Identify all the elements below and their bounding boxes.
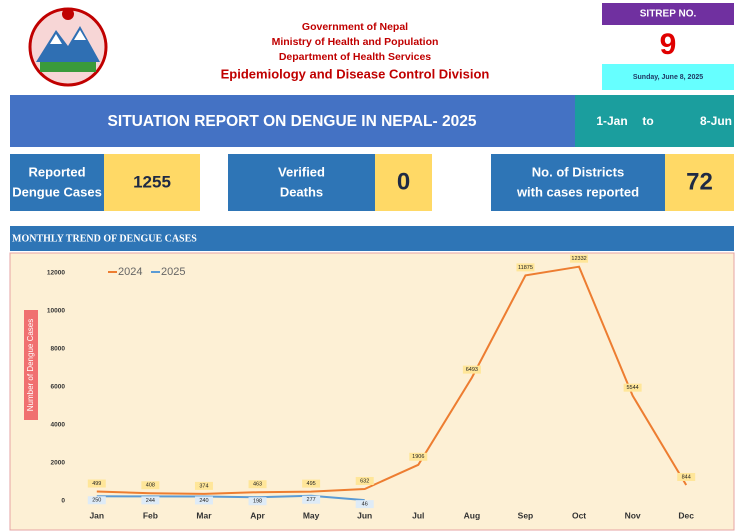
card-label: Dengue Cases	[12, 184, 102, 199]
x-tick-label: Jul	[412, 510, 424, 520]
sitrep-number: 9	[660, 28, 677, 61]
legend-label: 2024	[118, 266, 142, 278]
sitrep-label: SITREP NO.	[640, 9, 697, 20]
x-tick-label: Feb	[143, 510, 158, 520]
card-value: 1255	[133, 172, 171, 191]
data-label-box	[87, 479, 106, 488]
x-tick-label: Apr	[250, 510, 265, 520]
card-label: with cases reported	[516, 184, 639, 199]
data-label: 6493	[466, 367, 478, 373]
y-tick-label: 0	[61, 498, 65, 505]
x-tick-label: Jan	[89, 510, 104, 520]
data-label-box	[677, 472, 696, 481]
x-tick-label: Aug	[464, 510, 481, 520]
data-label: 244	[146, 498, 155, 504]
data-label: 5544	[627, 385, 639, 391]
data-label-box	[623, 383, 642, 392]
card-label-box	[491, 154, 665, 211]
data-label-box	[87, 496, 106, 505]
date-box	[602, 64, 734, 90]
y-tick-label: 8000	[51, 346, 66, 353]
y-tick-label: 12000	[47, 270, 65, 277]
banner-title: SITUATION REPORT ON DENGUE IN NEPAL- 202…	[108, 113, 477, 130]
data-label: 495	[307, 481, 316, 487]
legend-label: 2025	[161, 266, 185, 278]
data-label: 408	[146, 483, 155, 489]
y-tick-label: 10000	[47, 308, 65, 315]
x-tick-label: Nov	[625, 510, 641, 520]
date-to: 8-Jun	[700, 114, 732, 128]
data-label-box	[409, 452, 428, 461]
data-label: 499	[92, 481, 101, 487]
emblem	[28, 7, 108, 87]
x-tick-label: Dec	[678, 510, 694, 520]
data-label: 374	[199, 483, 208, 489]
data-label-box	[141, 481, 160, 490]
x-tick-label: May	[303, 510, 320, 520]
data-label: 46	[362, 502, 368, 508]
data-label: 240	[199, 498, 208, 504]
data-label: 250	[92, 498, 101, 504]
y-tick-label: 6000	[51, 384, 66, 391]
section-header	[10, 226, 734, 251]
y-tick-label: 4000	[51, 422, 66, 429]
series-line	[96, 265, 688, 495]
card-label: Reported	[28, 164, 85, 179]
card-value: 0	[397, 168, 410, 195]
y-label-box	[24, 310, 38, 420]
card-label: Deaths	[280, 184, 323, 199]
data-label: 198	[253, 499, 262, 505]
x-tick-label: Sep	[518, 510, 534, 520]
data-label: 277	[307, 497, 316, 503]
data-label: 11875	[518, 265, 533, 271]
data-label-box	[516, 263, 535, 272]
data-label: 632	[360, 478, 369, 484]
card-value: 72	[686, 168, 713, 195]
date-range-box	[575, 95, 734, 147]
card-label-box	[228, 154, 375, 211]
data-label-box	[570, 254, 589, 263]
section-title: MONTHLY TREND OF DENGUE CASES	[12, 233, 197, 244]
header-line: Government of Nepal	[302, 21, 408, 33]
header-line: Ministry of Health and Population	[272, 36, 439, 48]
data-label-box	[248, 497, 267, 506]
y-axis-label: Number of Dengue Cases	[26, 319, 35, 412]
x-tick-label: Jun	[357, 510, 372, 520]
data-label: 844	[682, 474, 691, 480]
header-line: Department of Health Services	[279, 51, 431, 63]
data-label-box	[141, 496, 160, 505]
division: Epidemiology and Disease Control Divisio…	[221, 66, 490, 81]
x-tick-label: Mar	[196, 510, 212, 520]
sitrep-box	[602, 3, 734, 25]
data-label-box	[194, 496, 213, 505]
card-label: No. of Districts	[532, 164, 624, 179]
data-label-box	[248, 480, 267, 489]
data-label-box	[355, 500, 374, 509]
data-label: 463	[253, 482, 262, 488]
card-value-box	[375, 154, 432, 211]
data-label: 1906	[412, 454, 424, 460]
data-label-box	[302, 479, 321, 488]
card-label: Verified	[278, 164, 325, 179]
data-label-box	[194, 481, 213, 490]
data-label-box	[302, 495, 321, 504]
date-to-word: to	[642, 114, 653, 128]
card-label-box	[10, 154, 104, 211]
x-tick-label: Oct	[572, 510, 586, 520]
date-from: 1-Jan	[596, 114, 627, 128]
y-tick-label: 2000	[51, 460, 66, 467]
card-value-box	[104, 154, 200, 211]
data-label-box	[355, 476, 374, 485]
data-label: 12332	[571, 256, 586, 262]
data-label-box	[462, 365, 481, 374]
banner	[10, 95, 575, 147]
card-value-box	[665, 154, 734, 211]
date: Sunday, June 8, 2025	[633, 74, 703, 81]
